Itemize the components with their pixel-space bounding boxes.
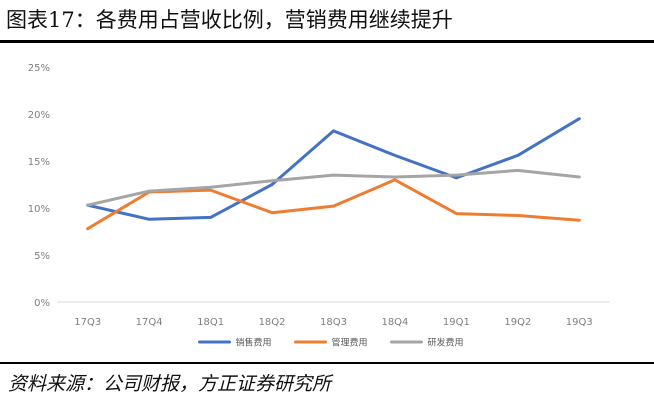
x-tick-label: 18Q2 (259, 317, 286, 328)
y-tick-label: 25% (28, 63, 50, 74)
x-tick-label: 18Q1 (197, 317, 224, 328)
x-tick-label: 19Q3 (566, 317, 593, 328)
x-tick-label: 17Q3 (74, 317, 101, 328)
x-tick-label: 19Q2 (504, 317, 531, 328)
x-tick-label: 18Q4 (381, 317, 408, 328)
chart-title: 图表17：各费用占营收比例，营销费用继续提升 (6, 8, 453, 32)
y-tick-label: 20% (28, 110, 50, 121)
source-note: 资料来源：公司财报，方正证券研究所 (8, 373, 332, 395)
x-tick-label: 19Q1 (443, 317, 470, 328)
bottom-rule (0, 362, 654, 364)
x-tick-label: 18Q3 (320, 317, 347, 328)
series-line-2 (86, 178, 581, 231)
y-axis: 0% 5% 10% 15% 20% 25% (28, 63, 50, 309)
series-line-1 (86, 117, 581, 221)
y-tick-label: 5% (34, 251, 50, 262)
series-line-3 (86, 168, 581, 207)
top-rule (0, 40, 654, 43)
line-chart: 0% 5% 10% 15% 20% 25% 17Q3 17Q4 18Q1 18Q2 18Q3 18Q… (28, 63, 610, 349)
legend-label: 研发费用 (428, 337, 464, 349)
legend: 销售费用 管理费用 研发费用 (198, 337, 464, 349)
x-tick-label: 17Q4 (136, 317, 163, 328)
series-lines (86, 117, 581, 231)
y-tick-label: 0% (34, 298, 50, 309)
legend-label: 销售费用 (236, 337, 272, 349)
x-axis: 17Q3 17Q4 18Q1 18Q2 18Q3 18Q4 19Q1 19Q2 19Q3 (74, 317, 593, 328)
y-tick-label: 15% (28, 157, 50, 168)
y-tick-label: 10% (28, 204, 50, 215)
legend-label: 管理费用 (332, 337, 368, 349)
